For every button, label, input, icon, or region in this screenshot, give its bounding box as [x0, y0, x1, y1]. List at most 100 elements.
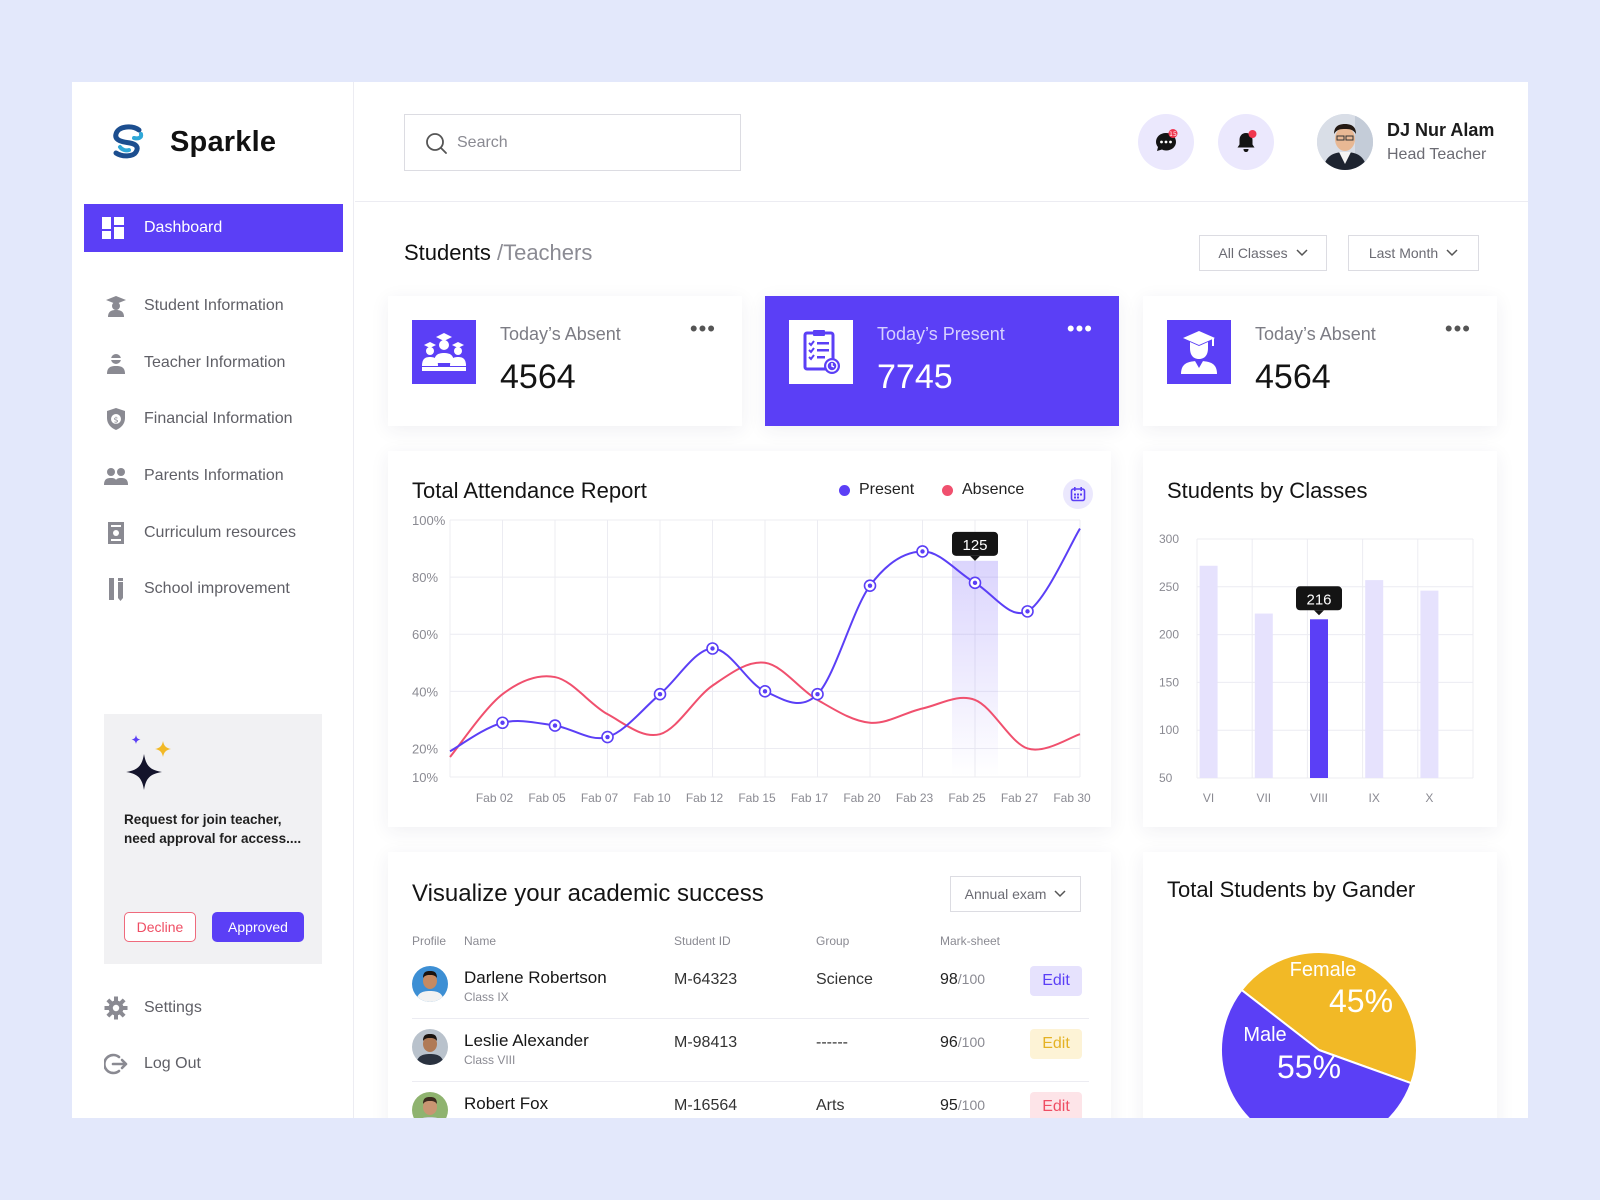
stat-value: 4564 — [1255, 358, 1331, 396]
classes-title: Students by Classes — [1167, 478, 1368, 503]
more-options-icon[interactable]: ••• — [1066, 316, 1093, 341]
stat-title: Today’s Absent — [500, 324, 621, 344]
x-tick-label: Fab 02 — [476, 791, 514, 805]
x-tick-label: Fab 12 — [686, 791, 724, 805]
more-options-icon[interactable]: ••• — [1444, 316, 1471, 341]
nav-item-label: Student Information — [144, 297, 284, 315]
attendance-report-card: Total Attendance Report Present Absence … — [388, 451, 1111, 827]
y-tick-label: 250 — [1159, 580, 1179, 594]
approve-button[interactable]: Approved — [212, 912, 304, 942]
x-tick-label: Fab 30 — [1053, 791, 1091, 805]
y-tick-label: 10% — [412, 770, 438, 785]
bar — [1254, 613, 1273, 778]
data-point-present-core — [972, 580, 978, 586]
data-point-present-core — [1025, 609, 1030, 614]
pencil-ruler-icon — [104, 577, 128, 602]
gear-icon — [104, 996, 128, 1020]
student-mark: 98/100 — [940, 971, 985, 989]
nav-item-label: Teacher Information — [144, 353, 286, 371]
stat-card-present[interactable]: Today’s Present 7745 ••• — [765, 296, 1119, 426]
student-id: M-16564 — [674, 1097, 738, 1114]
stat-title: Today’s Absent — [1255, 324, 1376, 344]
page-title: Students /Teachers — [404, 240, 592, 266]
tab-teachers[interactable]: /Teachers — [496, 240, 593, 265]
search-input[interactable] — [457, 133, 737, 152]
y-tick-label: 100 — [1159, 723, 1179, 737]
edit-button[interactable]: Edit — [1030, 1092, 1082, 1118]
x-tick-label: Fab 20 — [843, 791, 881, 805]
nav-item-parents-information[interactable]: Parents Information — [104, 448, 296, 505]
table-row[interactable]: Darlene Robertson Class IX M-64323 Scien… — [412, 956, 1089, 1019]
exam-filter-dropdown[interactable]: Annual exam — [950, 876, 1081, 912]
data-point-present-core — [920, 549, 925, 554]
academic-success-card: Visualize your academic success Annual e… — [388, 852, 1111, 1118]
x-tick-label: VII — [1256, 791, 1271, 805]
column-header-profile: Profile — [412, 934, 447, 948]
x-tick-label: Fab 17 — [791, 791, 829, 805]
edit-button[interactable]: Edit — [1030, 966, 1082, 996]
table-row[interactable]: Robert Fox M-16564 Arts 95/100 Edit — [412, 1082, 1089, 1118]
avatar — [412, 966, 448, 1002]
attendance-checklist-icon — [789, 320, 853, 384]
pie-value: 55% — [1277, 1049, 1341, 1085]
messages-button[interactable]: 15 — [1138, 114, 1194, 170]
y-tick-label: 60% — [412, 627, 438, 642]
teacher-request-card: Request for join teacher, need approval … — [104, 714, 322, 964]
class-filter-dropdown[interactable]: All Classes — [1199, 235, 1327, 271]
stat-card-absent[interactable]: Today’s Absent 4564 ••• — [388, 296, 742, 426]
avatar-portrait-icon — [1317, 114, 1373, 170]
svg-text:$: $ — [113, 416, 118, 425]
notifications-button[interactable] — [1218, 114, 1274, 170]
nav-item-student-information[interactable]: Student Information — [104, 278, 296, 335]
decline-button[interactable]: Decline — [124, 912, 196, 942]
tooltip-pointer — [1314, 610, 1324, 616]
calendar-button[interactable] — [1063, 479, 1093, 509]
student-mark: 95/100 — [940, 1097, 985, 1115]
user-avatar[interactable] — [1317, 114, 1373, 170]
nav-item-label: School improvement — [144, 580, 290, 598]
edit-button[interactable]: Edit — [1030, 1029, 1082, 1059]
highlight-band — [952, 560, 998, 777]
pie-slice-female — [1240, 951, 1418, 1085]
student-mark: 96/100 — [940, 1034, 985, 1052]
nav-item-settings[interactable]: Settings — [104, 980, 202, 1036]
period-filter-value: Last Month — [1368, 245, 1439, 261]
nav-item-school-improvement[interactable]: School improvement — [104, 561, 296, 618]
message-badge-count: 15 — [1169, 131, 1177, 138]
tooltip-box — [952, 531, 998, 556]
student-group: ------ — [816, 1034, 848, 1051]
y-tick-label: 100% — [412, 513, 446, 528]
column-header-student-id: Student ID — [674, 934, 731, 948]
legend-dot-absence — [942, 484, 953, 496]
pie-value: 45% — [1329, 983, 1393, 1019]
nav-item-financial-information[interactable]: $ Financial Information — [104, 391, 296, 448]
column-header-group: Group — [816, 934, 850, 948]
mark-value: 96 — [940, 1034, 958, 1051]
brand[interactable]: Sparkle — [108, 122, 276, 162]
column-header-name: Name — [464, 934, 497, 948]
table-row[interactable]: Leslie Alexander Class VIII M-98413 ----… — [412, 1019, 1089, 1082]
data-point-present-core — [762, 689, 768, 694]
column-header-marks: Mark-sheet — [940, 934, 1001, 948]
x-tick-label: Fab 25 — [948, 791, 986, 805]
stat-value: 4564 — [500, 358, 576, 396]
nav-item-curriculum-resources[interactable]: Curriculum resources — [104, 504, 296, 561]
nav-item-label: Parents Information — [144, 467, 284, 485]
period-filter-dropdown[interactable]: Last Month — [1348, 235, 1479, 271]
parents-icon — [104, 464, 128, 488]
nav-item-teacher-information[interactable]: Teacher Information — [104, 335, 296, 392]
nav-item-dashboard[interactable]: Dashboard — [84, 204, 343, 252]
attendance-line-chart: 100% 80% 60% 40% 20% 10% Fab 02 Fab 05 Fab 07 Fab… — [412, 513, 1091, 805]
stat-card-absent-teachers[interactable]: Today’s Absent 4564 ••• — [1143, 296, 1497, 426]
attendance-title: Total Attendance Report — [412, 478, 647, 503]
nav-item-logout[interactable]: Log Out — [104, 1036, 202, 1092]
tooltip-value: 125 — [962, 537, 987, 554]
tab-students[interactable]: Students — [404, 240, 491, 265]
more-options-icon[interactable]: ••• — [689, 316, 716, 341]
mark-total: /100 — [957, 1034, 986, 1050]
academic-title: Visualize your academic success — [412, 880, 764, 907]
chevron-down-icon — [1446, 249, 1458, 257]
x-tick-label: Fab 10 — [633, 791, 671, 805]
student-icon — [104, 294, 128, 318]
